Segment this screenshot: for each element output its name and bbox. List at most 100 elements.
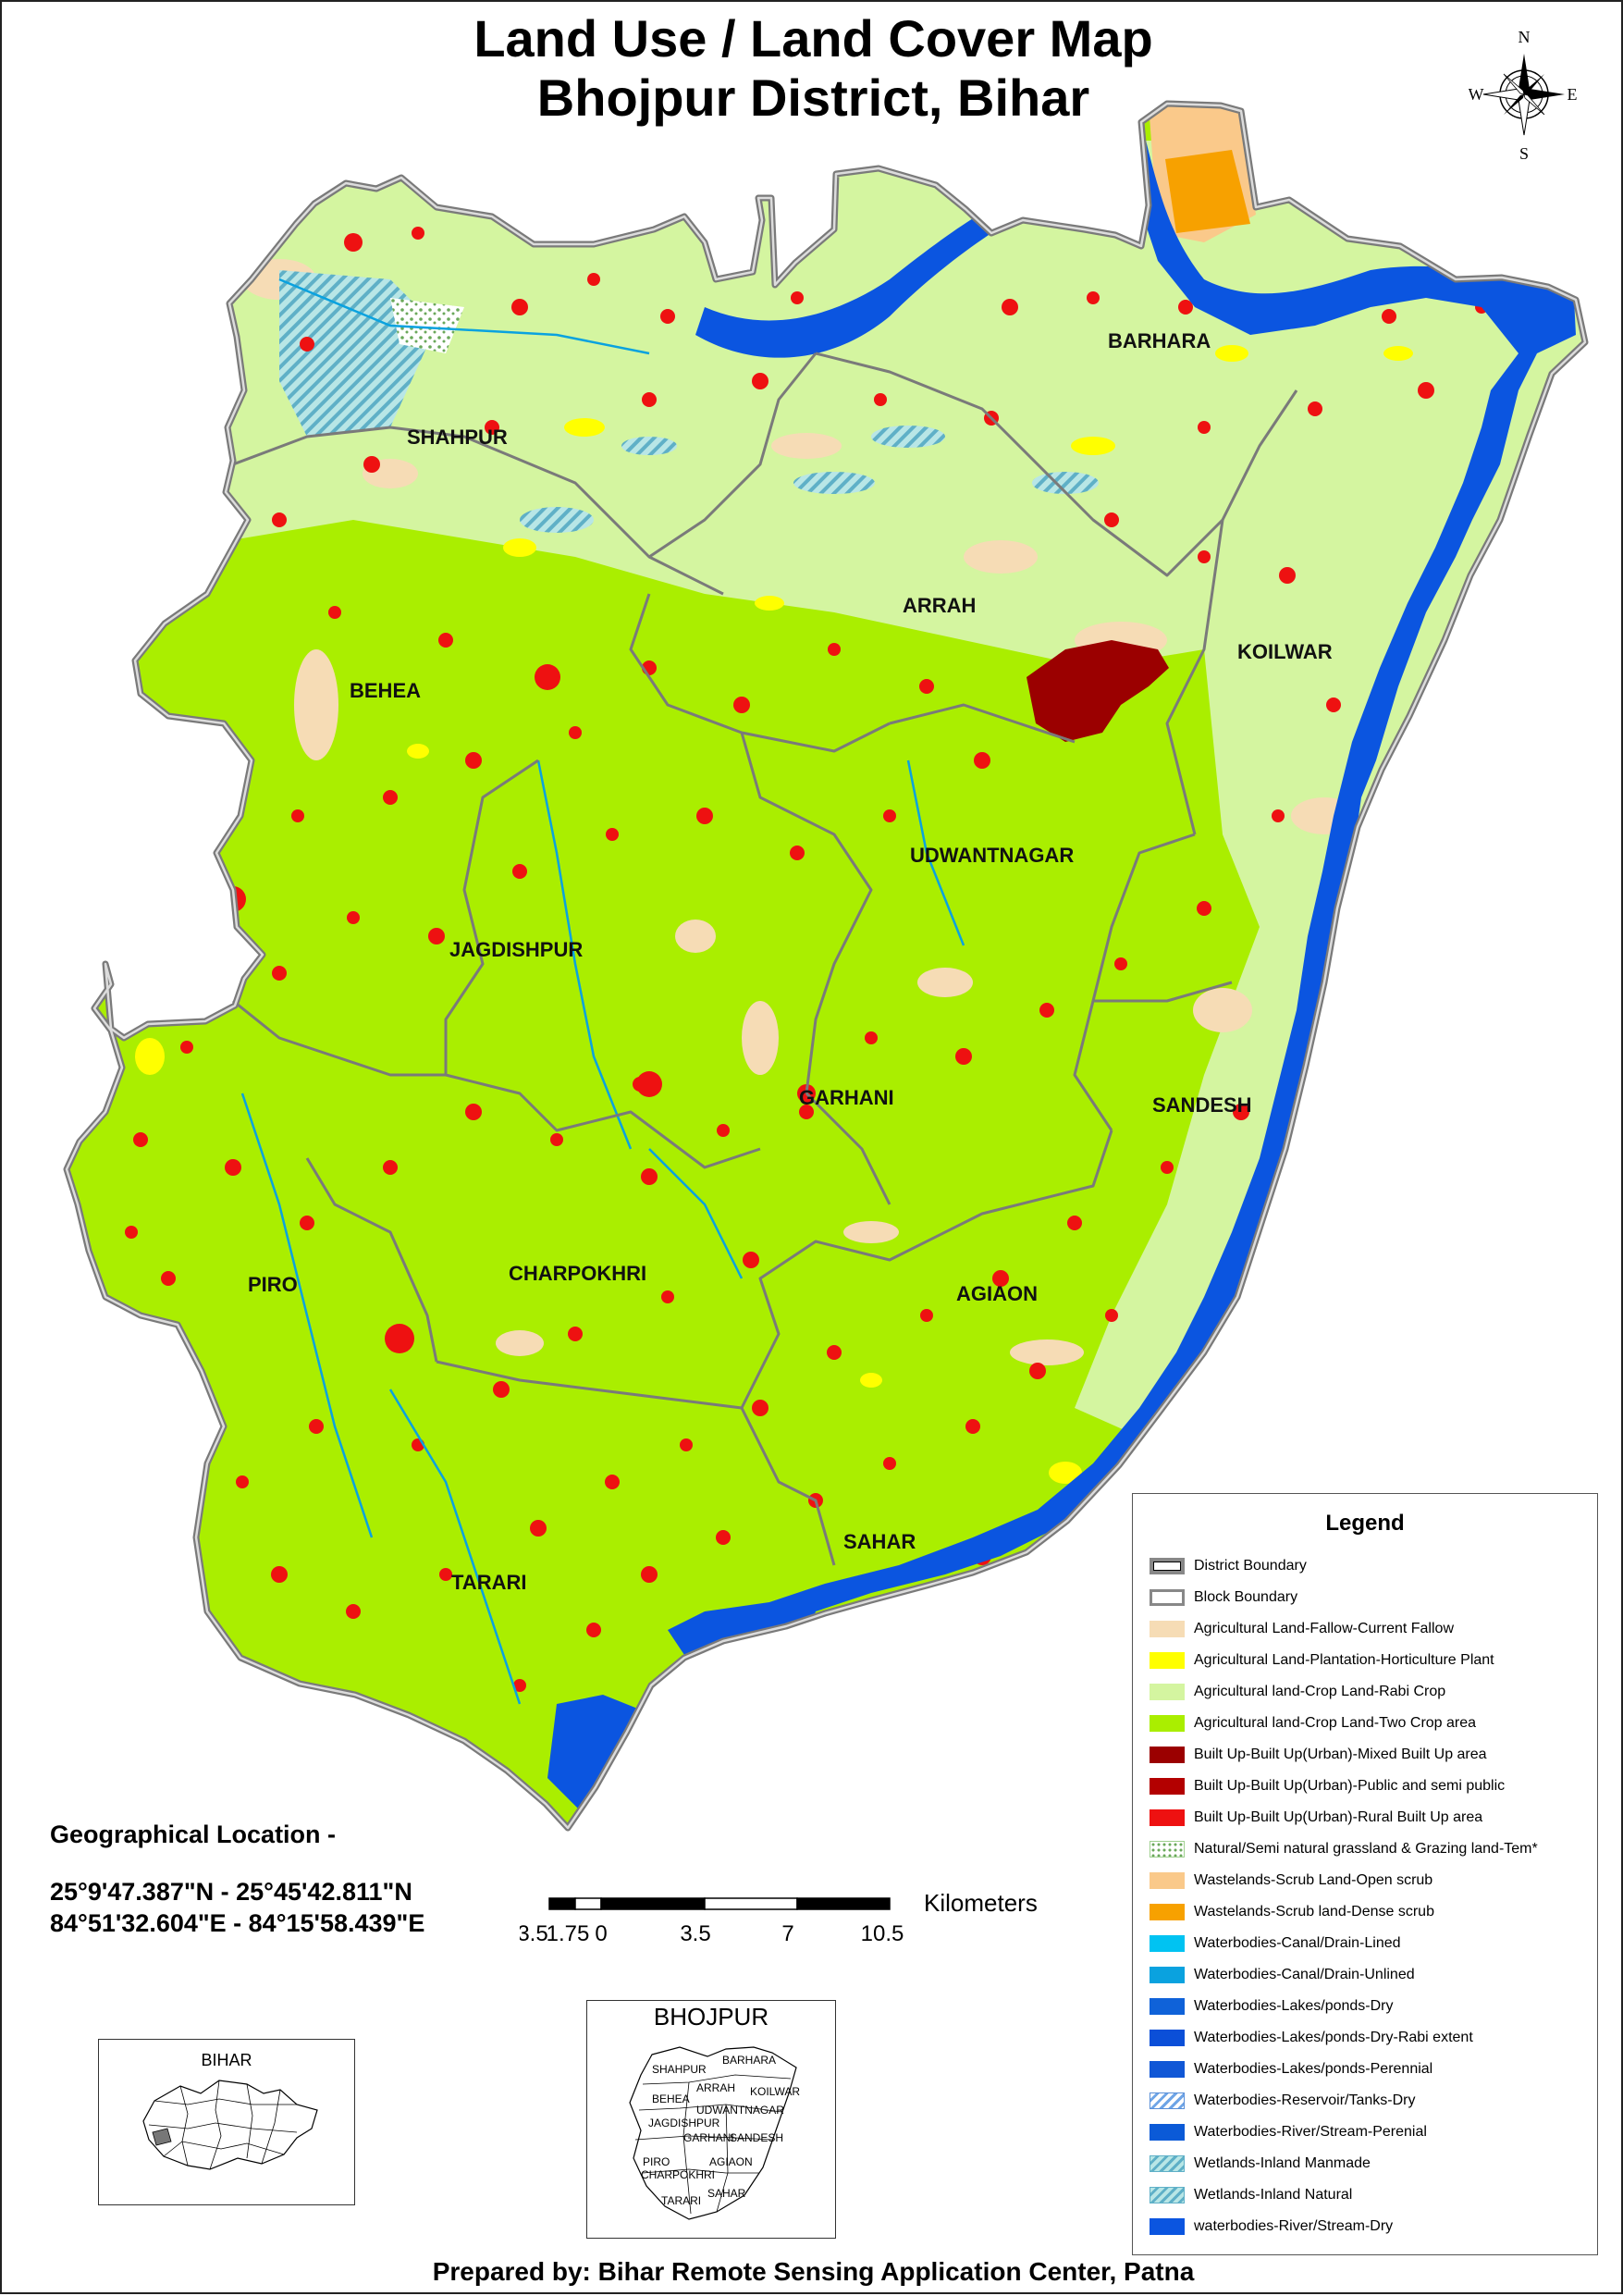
legend-swatch: [1150, 2061, 1185, 2078]
legend-swatch: [1150, 1935, 1185, 1952]
legend-item: Built Up-Built Up(Urban)-Mixed Built Up …: [1150, 1742, 1487, 1768]
legend-swatch: [1150, 1841, 1185, 1858]
inset-label: SHAHPUR: [652, 2063, 707, 2076]
inset-bihar-map: BIHAR: [98, 2039, 355, 2205]
horticulture-patches: [135, 345, 1413, 1484]
inset-label: SAHAR: [707, 2187, 746, 2200]
block-label-koilwar: KOILWAR: [1237, 640, 1333, 663]
inset-label: CHARPOKHRI: [641, 2168, 715, 2181]
scale-unit: Kilometers: [924, 1889, 1038, 1917]
legend-label: Waterbodies-Canal/Drain-Lined: [1194, 1935, 1401, 1951]
scale-tick: 7: [781, 1921, 793, 1944]
rural-settlements: [125, 227, 1488, 1692]
legend-item: Agricultural Land-Plantation-Horticultur…: [1150, 1648, 1494, 1673]
grassland-shahpur: [390, 298, 464, 353]
block-label-garhani: GARHANI: [799, 1086, 894, 1109]
legend-label: Wetlands-Inland Manmade: [1194, 2155, 1371, 2171]
legend-label: waterbodies-River/Stream-Dry: [1194, 2218, 1394, 2234]
legend-item: Agricultural Land-Fallow-Current Fallow: [1150, 1616, 1454, 1642]
legend-swatch: [1150, 1558, 1185, 1574]
legend-item: Built Up-Built Up(Urban)-Public and semi…: [1150, 1773, 1505, 1799]
block-boundaries: [232, 352, 1298, 1566]
legend-swatch: [1150, 1715, 1185, 1732]
inset-label: UDWANTNAGAR: [696, 2104, 784, 2117]
legend-item: Waterbodies-Lakes/ponds-Dry: [1150, 1994, 1394, 2019]
legend-item: Waterbodies-Lakes/ponds-Perennial: [1150, 2056, 1432, 2082]
compass-n: N: [1518, 28, 1531, 46]
legend-item: Wetlands-Inland Natural: [1150, 2182, 1352, 2208]
block-label-sahar: SAHAR: [843, 1530, 916, 1553]
credit-line: Prepared by: Bihar Remote Sensing Applic…: [432, 2257, 1195, 2286]
block-label-shahpur: SHAHPUR: [407, 426, 508, 449]
block-label-sandesh: SANDESH: [1152, 1093, 1252, 1117]
geo-longitude: 84°51'32.604"E - 84°15'58.439"E: [50, 1909, 425, 1937]
legend-swatch: [1150, 1684, 1185, 1700]
legend-label: Wastelands-Scrub land-Dense scrub: [1194, 1904, 1434, 1920]
legend-label: Agricultural Land-Plantation-Horticultur…: [1194, 1652, 1494, 1668]
legend-label: Agricultural land-Crop Land-Rabi Crop: [1194, 1684, 1446, 1699]
legend-item: Waterbodies-Reservoir/Tanks-Dry: [1150, 2088, 1415, 2114]
inset-label: TARARI: [661, 2194, 701, 2207]
legend-label: Built Up-Built Up(Urban)-Mixed Built Up …: [1194, 1747, 1487, 1762]
legend-swatch: [1150, 1621, 1185, 1637]
legend-label: Wetlands-Inland Natural: [1194, 2187, 1353, 2203]
legend-label: Waterbodies-Canal/Drain-Unlined: [1194, 1967, 1415, 1982]
inset-label: BARHARA: [722, 2054, 776, 2067]
scale-tick: 10.5: [861, 1921, 904, 1944]
river-ganga-north: [695, 213, 991, 358]
legend-item: Waterbodies-Canal/Drain-Lined: [1150, 1931, 1401, 1957]
north-arrow-icon: N E S W: [1469, 28, 1578, 163]
legend-item: Wetlands-Inland Manmade: [1150, 2151, 1371, 2177]
map-title: Land Use / Land Cover Map: [473, 9, 1153, 68]
legend-swatch: [1150, 1967, 1185, 1983]
legend-label: Waterbodies-Lakes/ponds-Dry: [1194, 1998, 1394, 2014]
legend-swatch: [1150, 2030, 1185, 2046]
dense-scrub: [1165, 150, 1250, 233]
inset-label: AGIAON: [709, 2155, 753, 2168]
block-label-behea: BEHEA: [350, 679, 421, 702]
legend-item: District Boundary: [1150, 1553, 1307, 1579]
legend-item: Wastelands-Scrub Land-Open scrub: [1150, 1868, 1432, 1894]
legend-label: Built Up-Built Up(Urban)-Public and semi…: [1194, 1778, 1506, 1794]
legend-label: Wastelands-Scrub Land-Open scrub: [1194, 1872, 1433, 1888]
legend-label: Agricultural land-Crop Land-Two Crop are…: [1194, 1715, 1477, 1731]
legend-label: Natural/Semi natural grassland & Grazing…: [1194, 1841, 1538, 1857]
inset-bihar-title: BIHAR: [201, 2051, 252, 2069]
legend-panel: Legend District Boundary Block Boundary Ag…: [1132, 1493, 1598, 2255]
river-south: [547, 1695, 649, 1815]
block-label-agiaon: AGIAON: [956, 1282, 1038, 1305]
legend-swatch: [1150, 1809, 1185, 1826]
legend-swatch: [1150, 1747, 1185, 1763]
legend-item: Agricultural land-Crop Land-Two Crop are…: [1150, 1710, 1476, 1736]
scale-tick: 0: [595, 1921, 607, 1944]
legend-swatch: [1150, 1589, 1185, 1606]
inset-label: ARRAH: [696, 2081, 735, 2094]
legend-item: Agricultural land-Crop Land-Rabi Crop: [1150, 1679, 1445, 1705]
legend-item: Natural/Semi natural grassland & Grazing…: [1150, 1836, 1538, 1862]
legend-label: Waterbodies-Lakes/ponds-Perennial: [1194, 2061, 1433, 2077]
legend-swatch: [1150, 2092, 1185, 2109]
legend-item: Waterbodies-River/Stream-Perenial: [1150, 2119, 1427, 2145]
legend-item: Wastelands-Scrub land-Dense scrub: [1150, 1899, 1434, 1925]
compass-e: E: [1568, 85, 1578, 104]
bhojpur-block-outline: SHAHPUR BARHARA ARRAH KOILWAR BEHEA UDWA…: [629, 2046, 800, 2220]
legend-item: Built Up-Built Up(Urban)-Rural Built Up …: [1150, 1805, 1482, 1831]
scale-tick: 3.5: [520, 1921, 548, 1944]
legend-title: Legend: [1325, 1511, 1405, 1536]
legend-label: Agricultural Land-Fallow-Current Fallow: [1194, 1621, 1454, 1636]
inset-label: PIRO: [643, 2155, 670, 2168]
legend-swatch: [1150, 1872, 1185, 1889]
block-label-charpokhri: CHARPOKHRI: [509, 1262, 646, 1285]
block-label-jagdishpur: JAGDISHPUR: [449, 938, 583, 961]
legend-item: Block Boundary: [1150, 1585, 1297, 1611]
legend-swatch: [1150, 1998, 1185, 2015]
legend-swatch: [1150, 1652, 1185, 1669]
legend-swatch: [1150, 2218, 1185, 2235]
block-label-piro: PIRO: [248, 1273, 298, 1296]
rabi-crop-zone: [150, 141, 1585, 705]
inset-bhojpur-map: BHOJPUR SHAHPUR BARHARA ARRAH KOILWAR BE…: [586, 2000, 836, 2239]
legend-label: Block Boundary: [1194, 1589, 1298, 1605]
legend-label: Waterbodies-Reservoir/Tanks-Dry: [1194, 2092, 1416, 2108]
